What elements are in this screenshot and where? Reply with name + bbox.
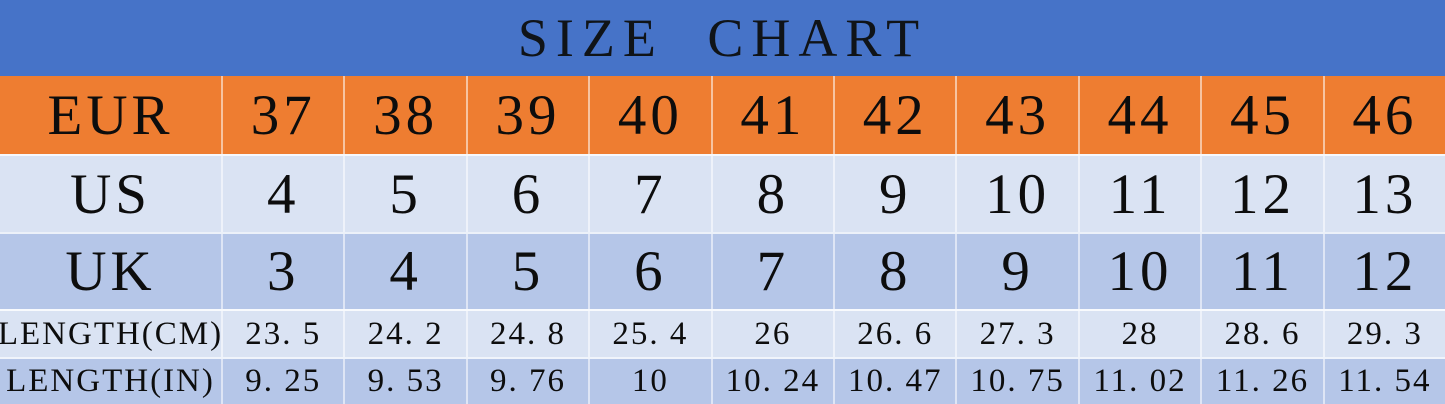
table-cell: 7: [713, 234, 836, 309]
table-cell: 9: [835, 156, 958, 232]
table-cell: 5: [468, 234, 591, 309]
table-cell: 44: [1080, 76, 1203, 154]
table-cell: 23. 5: [223, 311, 346, 357]
table-cell: 10: [590, 359, 713, 404]
table-cell: 37: [223, 76, 346, 154]
table-cell: 11. 02: [1080, 359, 1203, 404]
row-header-eur: EUR: [0, 76, 223, 154]
table-cell: 10. 47: [835, 359, 958, 404]
table-cell: 9. 76: [468, 359, 591, 404]
table-row-us: US 4 5 6 7 8 9 10 11 12 13: [0, 154, 1445, 232]
table-cell: 10: [957, 156, 1080, 232]
table-cell: 5: [345, 156, 468, 232]
table-cell: 4: [345, 234, 468, 309]
row-header-length-in: LENGTH(IN): [0, 359, 223, 404]
table-cell: 38: [345, 76, 468, 154]
table-cell: 13: [1352, 162, 1418, 226]
table-row-eur: EUR 37 38 39 40 41 42 43 44 45 46: [0, 76, 1445, 154]
table-cell: 11: [1080, 156, 1203, 232]
table-cell: 9. 53: [345, 359, 468, 404]
table-cell: 6: [590, 234, 713, 309]
table-cell: 12: [1352, 240, 1418, 303]
table-row-length-in: LENGTH(IN) 9. 25 9. 53 9. 76 10 10. 24 1…: [0, 357, 1445, 404]
table-cell: 45: [1202, 76, 1325, 154]
table-cell: 6: [468, 156, 591, 232]
table-row-uk: UK 3 4 5 6 7 8 9 10 11 12: [0, 232, 1445, 309]
table-cell: 43: [957, 76, 1080, 154]
row-header-uk: UK: [0, 234, 223, 309]
table-cell: 24. 8: [468, 311, 591, 357]
table-cell: 40: [590, 76, 713, 154]
table-cell: 26. 6: [835, 311, 958, 357]
row-header-length-cm: LENGTH(CM): [0, 311, 223, 357]
table-cell: 11: [1202, 234, 1325, 309]
table-cell: 28: [1080, 311, 1203, 357]
table-cell: 12: [1202, 156, 1325, 232]
table-row-length-cm: LENGTH(CM) 23. 5 24. 2 24. 8 25. 4 26 26…: [0, 309, 1445, 357]
table-cell: 11. 26: [1202, 359, 1325, 404]
table-cell: 8: [835, 234, 958, 309]
table-cell: 10: [1080, 234, 1203, 309]
table-cell: 9: [957, 234, 1080, 309]
row-header-us: US: [0, 156, 223, 232]
table-cell: 9. 25: [223, 359, 346, 404]
table-cell: 27. 3: [957, 311, 1080, 357]
table-cell: 39: [468, 76, 591, 154]
table-cell: 41: [713, 76, 836, 154]
table-cell: 46: [1352, 83, 1418, 147]
table-cell: 24. 2: [345, 311, 468, 357]
table-cell: 7: [590, 156, 713, 232]
table-cell: 29. 3: [1346, 315, 1423, 352]
table-cell: 8: [713, 156, 836, 232]
table-cell: 3: [223, 234, 346, 309]
chart-title: SIZE CHART: [0, 0, 1445, 76]
table-cell: 4: [223, 156, 346, 232]
table-cell: 28. 6: [1202, 311, 1325, 357]
table-cell: 11. 54: [1338, 363, 1432, 399]
table-cell: 42: [835, 76, 958, 154]
table-cell: 26: [713, 311, 836, 357]
table-cell: 10. 75: [957, 359, 1080, 404]
table-cell: 10. 24: [713, 359, 836, 404]
table-cell: 25. 4: [590, 311, 713, 357]
